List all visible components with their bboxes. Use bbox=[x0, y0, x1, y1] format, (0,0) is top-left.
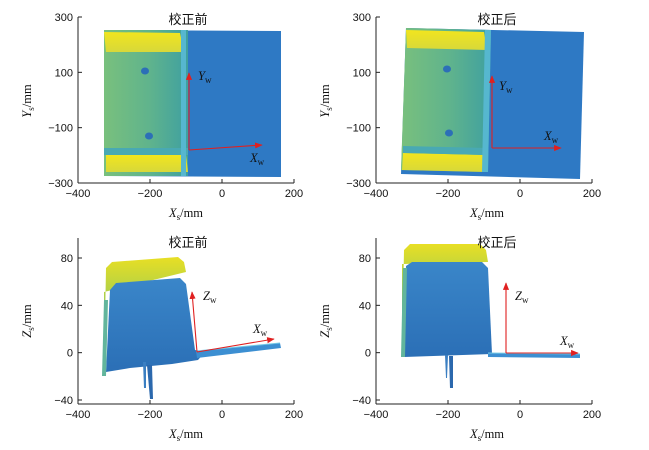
world-axes-bottom-left: Zw Xw bbox=[189, 289, 275, 353]
x-tick-label: 200 bbox=[285, 188, 303, 200]
x-tick-label: −400 bbox=[364, 409, 389, 421]
surface-top-band bbox=[104, 32, 184, 52]
x-tick-label: 200 bbox=[583, 409, 601, 421]
xw-arrow bbox=[196, 337, 275, 353]
zw-label: Zw bbox=[203, 289, 217, 305]
x-tick-label: 0 bbox=[219, 409, 225, 421]
chart-title: 校正后 bbox=[477, 12, 516, 28]
x-axis-label: Xs/mm bbox=[168, 206, 203, 222]
surface-top-band bbox=[406, 30, 487, 50]
chart-title: 校正前 bbox=[168, 235, 207, 251]
y-tick-label: −300 bbox=[346, 178, 371, 190]
x-axis-label: Xs/mm bbox=[469, 206, 504, 222]
y-tick-label: 300 bbox=[55, 12, 73, 24]
y-axis-label: Zs/mm bbox=[318, 304, 334, 338]
world-axes-top-left: Yw Xw bbox=[185, 69, 265, 167]
world-axes-top-right: Yw Xw bbox=[488, 75, 562, 152]
surface-ridge bbox=[104, 148, 188, 155]
surface-spike bbox=[147, 365, 153, 399]
surface-hole bbox=[445, 129, 453, 137]
y-tick-label: 300 bbox=[353, 12, 371, 24]
panel-bottom-left: −400 −200 0 200 80 40 0 −40 Zw Xw 校正前 Xs/mm Zs/… bbox=[20, 235, 303, 443]
surface-bottom-band bbox=[402, 153, 486, 172]
surface-blue-face bbox=[404, 262, 492, 357]
surface-bottom-right bbox=[401, 244, 581, 388]
axes-bottom-left: −400 −200 0 200 80 40 0 −40 bbox=[54, 238, 303, 421]
surface-hole bbox=[443, 65, 451, 73]
x-tick-label: 0 bbox=[219, 188, 225, 200]
xw-label: Xw bbox=[252, 322, 268, 338]
axes-top-left: −400 −200 0 200 300 100 −100 −300 bbox=[48, 12, 303, 200]
yw-label: Yw bbox=[499, 79, 513, 95]
surface-spike bbox=[449, 356, 453, 388]
x-axis-label: Xs/mm bbox=[469, 427, 504, 443]
axes-bottom-right: −400 −200 0 200 80 40 0 −40 bbox=[352, 238, 601, 421]
y-tick-label: −40 bbox=[54, 395, 73, 407]
y-tick-label: 100 bbox=[55, 67, 73, 79]
surface-strip bbox=[196, 343, 281, 358]
surface-bottom-left bbox=[102, 257, 281, 399]
surface-edge-line bbox=[482, 30, 491, 172]
surface-plateau bbox=[401, 28, 491, 172]
surface-ridge bbox=[403, 146, 488, 155]
world-axes-bottom-right: Zw Xw bbox=[502, 282, 579, 357]
panel-top-right: −400 −200 0 200 300 100 −100 −300 Yw Xw 校正后 Xs/… bbox=[318, 12, 601, 222]
xw-label: Xw bbox=[559, 334, 575, 350]
y-tick-label: −100 bbox=[48, 123, 73, 135]
y-axis-label: Ys/mm bbox=[20, 84, 36, 118]
y-tick-label: 0 bbox=[67, 348, 73, 360]
surface-top-left bbox=[104, 30, 281, 177]
surface-side-edge bbox=[401, 268, 407, 357]
surface-yellow-face bbox=[402, 244, 488, 356]
x-tick-label: −200 bbox=[436, 188, 461, 200]
y-axis-label: Zs/mm bbox=[20, 304, 36, 338]
surface-edge-line bbox=[181, 30, 186, 176]
surface-hole bbox=[145, 132, 153, 140]
chart-title: 校正前 bbox=[168, 12, 207, 28]
x-tick-label: −400 bbox=[66, 188, 91, 200]
x-tick-label: 0 bbox=[517, 409, 523, 421]
panel-bottom-right: −400 −200 0 200 80 40 0 −40 Zw Xw 校正后 Xs/mm Zs/… bbox=[318, 235, 601, 443]
yw-label: Yw bbox=[198, 69, 212, 85]
x-axis-label: Xs/mm bbox=[168, 427, 203, 443]
zw-arrow bbox=[189, 291, 198, 353]
panel-top-left: −400 −200 0 200 300 100 −100 −300 Yw Xw 校正前 Xs/… bbox=[20, 12, 303, 222]
x-tick-label: 0 bbox=[517, 188, 523, 200]
y-tick-label: −40 bbox=[352, 395, 371, 407]
y-tick-label: 80 bbox=[61, 253, 73, 265]
y-axis-label: Ys/mm bbox=[318, 84, 334, 118]
surface-spike bbox=[143, 362, 146, 388]
axes-top-right: −400 −200 0 200 300 100 −100 −300 bbox=[346, 12, 601, 200]
y-tick-label: −300 bbox=[48, 178, 73, 190]
x-tick-label: −200 bbox=[138, 188, 163, 200]
surface-hole bbox=[141, 67, 149, 75]
x-tick-label: −200 bbox=[436, 409, 461, 421]
xw-label: Xw bbox=[543, 129, 559, 145]
x-tick-label: 200 bbox=[285, 409, 303, 421]
y-tick-label: 80 bbox=[359, 253, 371, 265]
xw-label: Xw bbox=[249, 151, 265, 167]
y-tick-label: 40 bbox=[359, 300, 371, 312]
y-tick-label: −100 bbox=[346, 123, 371, 135]
xw-arrow bbox=[188, 142, 263, 151]
x-tick-label: 200 bbox=[583, 188, 601, 200]
x-tick-label: −400 bbox=[364, 188, 389, 200]
surface-blue-face bbox=[106, 278, 205, 372]
surface-bottom-band bbox=[106, 155, 188, 172]
surface-spike bbox=[445, 355, 448, 378]
zw-label: Zw bbox=[515, 289, 529, 305]
surface-side-edge bbox=[102, 300, 108, 376]
x-tick-label: −400 bbox=[66, 409, 91, 421]
chart-title: 校正后 bbox=[477, 235, 516, 251]
x-tick-label: −200 bbox=[138, 409, 163, 421]
y-tick-label: 100 bbox=[353, 67, 371, 79]
y-tick-label: 40 bbox=[61, 300, 73, 312]
y-tick-label: 0 bbox=[365, 348, 371, 360]
